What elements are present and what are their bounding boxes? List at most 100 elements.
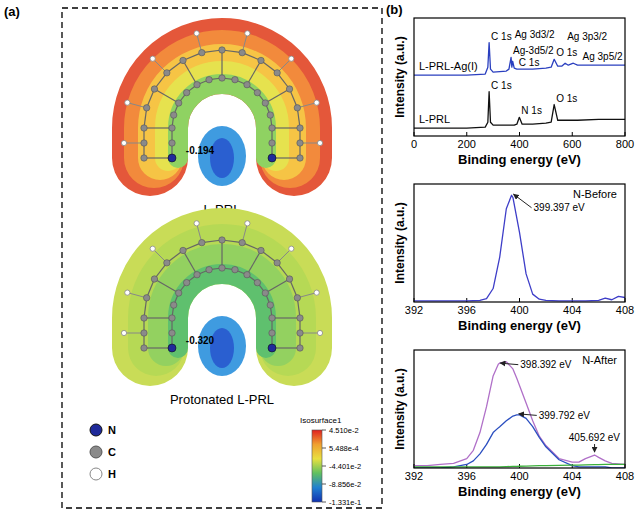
x-tick-label: 408 bbox=[616, 470, 634, 482]
series-label: L-PRL-Ag(I) bbox=[419, 60, 478, 72]
legend-label: N bbox=[108, 424, 116, 436]
hydrogen-atom bbox=[150, 56, 155, 61]
carbon-atom bbox=[194, 271, 200, 277]
plot-data bbox=[414, 362, 625, 468]
colorbar-tick bbox=[322, 466, 326, 467]
bond bbox=[265, 89, 289, 103]
carbon-atom bbox=[141, 345, 147, 351]
legend-swatch bbox=[90, 468, 102, 480]
carbon-atom bbox=[262, 100, 268, 106]
colorbar-tick bbox=[322, 430, 326, 431]
colorbar-tick-label: 5.488e-4 bbox=[329, 444, 359, 453]
x-tick-label: 396 bbox=[458, 470, 476, 482]
bond bbox=[221, 240, 222, 268]
peak-label: 399.792 eV bbox=[539, 410, 590, 421]
hydrogen-atom bbox=[289, 246, 294, 251]
x-tick-label: 600 bbox=[563, 138, 581, 150]
hydrogen-atom bbox=[245, 221, 250, 226]
carbon-atom bbox=[267, 112, 273, 118]
hydrogen-atom bbox=[289, 56, 294, 61]
peak-label: Ag 3d3/2 bbox=[515, 29, 555, 40]
hydrogen-atom bbox=[194, 31, 199, 36]
carbon-atom bbox=[175, 100, 181, 106]
x-tick bbox=[572, 132, 573, 136]
nitrogen-atom bbox=[168, 344, 176, 352]
panel-letter: (b) bbox=[386, 2, 403, 17]
x-tick bbox=[519, 298, 520, 302]
carbon-atom bbox=[244, 271, 250, 277]
x-tick bbox=[466, 132, 467, 136]
carbon-atom bbox=[180, 247, 186, 253]
hydrogen-atom bbox=[317, 140, 322, 145]
bond bbox=[247, 250, 261, 274]
y-axis-title: Intensity (a.u.) bbox=[393, 36, 407, 117]
peak-label: O 1s bbox=[556, 93, 577, 104]
hydrogen-atom bbox=[317, 330, 322, 335]
spectrum-line bbox=[414, 362, 625, 466]
carbon-atom bbox=[269, 140, 275, 146]
hydrogen-atom bbox=[121, 330, 126, 335]
molecule-caption: Protonated L-PRL bbox=[170, 392, 274, 407]
nitrogen-atom bbox=[268, 154, 276, 162]
carbon-atom bbox=[239, 49, 245, 55]
carbon-atom bbox=[169, 155, 175, 161]
carbon-atom bbox=[164, 260, 170, 266]
hydrogen-atom bbox=[125, 290, 130, 295]
hydrogen-atom bbox=[314, 100, 319, 105]
carbon-atom bbox=[232, 77, 238, 83]
carbon-atom bbox=[269, 125, 275, 131]
carbon-atom bbox=[297, 155, 303, 161]
carbon-atom bbox=[244, 81, 250, 87]
bond bbox=[247, 60, 261, 84]
carbon-atom bbox=[267, 302, 273, 308]
carbon-atom bbox=[258, 247, 264, 253]
carbon-atom bbox=[219, 237, 225, 243]
carbon-atom bbox=[262, 290, 268, 296]
carbon-atom bbox=[171, 112, 177, 118]
carbon-atom bbox=[219, 75, 225, 81]
molecule bbox=[121, 31, 322, 186]
x-tick-label: 392 bbox=[405, 304, 423, 316]
figure: (a)-0.194L-PRL-0.320Protonated L-PRLNCHI… bbox=[0, 0, 644, 517]
spectrum-line bbox=[414, 415, 625, 468]
peak-label: C 1s bbox=[519, 57, 540, 68]
carbon-atom bbox=[274, 70, 280, 76]
carbon-atom bbox=[141, 125, 147, 131]
carbon-atom bbox=[169, 315, 175, 321]
negative-region bbox=[198, 126, 246, 186]
colorbar-tick-label: 4.510e-2 bbox=[329, 426, 359, 435]
nitrogen-atom bbox=[168, 154, 176, 162]
carbon-atom bbox=[175, 290, 181, 296]
chart: 392396400404408N-Before399.397 eVBinding… bbox=[393, 184, 634, 333]
x-tick-label: 404 bbox=[563, 304, 581, 316]
charge-label: -0.320 bbox=[186, 335, 215, 346]
y-axis-title: Intensity (a.u.) bbox=[393, 368, 407, 449]
hydrogen-atom bbox=[194, 221, 199, 226]
spectrum-line bbox=[414, 464, 625, 466]
carbon-atom bbox=[169, 330, 175, 336]
carbon-atom bbox=[141, 155, 147, 161]
chart: 392396400404408N-After398.392 eV405.692 … bbox=[393, 350, 634, 499]
peak-label: O 1s bbox=[556, 47, 577, 58]
bond bbox=[144, 317, 172, 318]
spectrum-line bbox=[414, 92, 625, 128]
carbon-atom bbox=[297, 345, 303, 351]
carbon-atom bbox=[151, 276, 157, 282]
spectrum-line bbox=[414, 43, 625, 75]
bond bbox=[154, 279, 178, 293]
carbon-atom bbox=[269, 345, 275, 351]
carbon-atom bbox=[169, 345, 175, 351]
peak-label: 398.392 eV bbox=[520, 359, 571, 370]
peak-label: 399.397 eV bbox=[534, 202, 585, 213]
carbon-atom bbox=[171, 302, 177, 308]
x-axis-title: Binding energy (eV) bbox=[458, 484, 581, 499]
x-tick-label: 200 bbox=[458, 138, 476, 150]
leader-arrow bbox=[519, 414, 537, 416]
carbon-atom bbox=[286, 86, 292, 92]
leader-arrow bbox=[514, 194, 532, 208]
carbon-atom bbox=[254, 89, 260, 95]
colorbar-tick-label: -1.331e-1 bbox=[329, 498, 361, 507]
carbon-atom bbox=[206, 77, 212, 83]
carbon-atom bbox=[143, 295, 149, 301]
colorbar bbox=[312, 430, 322, 502]
